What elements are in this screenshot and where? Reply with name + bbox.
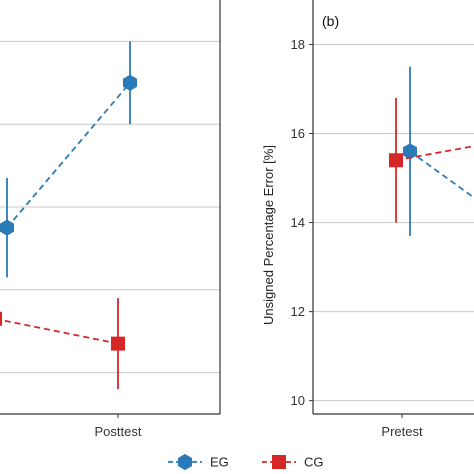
series-eg-point-1: [123, 74, 137, 91]
series-cg-line: [0, 318, 119, 345]
series-eg-point-0: [0, 219, 14, 236]
x-tick-label-pretest: Pretest: [381, 424, 423, 439]
series-eg-point-0: [403, 143, 417, 160]
series-cg-point-0: [389, 153, 403, 168]
y-tick-label-1: 12: [291, 304, 305, 319]
panel-a-x-ticks: Posttest: [95, 414, 142, 439]
panel-b-x-ticks: Pretest: [381, 414, 423, 439]
series-eg-line: [6, 82, 131, 229]
series-cg-point-1: [111, 336, 125, 351]
legend-cg-marker: [272, 455, 286, 469]
series-cg-line: [395, 145, 474, 162]
panel-b: 10 12 14 16 18 Pretest (b) Unsigned Percenta…: [261, 0, 474, 439]
legend-eg-marker: [178, 453, 192, 471]
legend-cg-label: CG: [304, 455, 324, 470]
y-tick-label-0: 10: [291, 393, 305, 408]
legend: EG CG: [168, 453, 324, 471]
panel-b-y-ticks: 10 12 14 16 18: [291, 37, 313, 408]
panel-b-label: (b): [322, 13, 339, 29]
panel-a-gridlines: [0, 40, 220, 374]
x-tick-label-posttest: Posttest: [95, 424, 142, 439]
legend-eg-label: EG: [210, 455, 229, 470]
y-tick-label-3: 16: [291, 126, 305, 141]
panel-a-series: [0, 41, 137, 390]
panel-b-gridlines: [313, 44, 474, 402]
panel-a: Posttest: [0, 0, 221, 439]
y-tick-label-2: 14: [291, 215, 305, 230]
panel-b-y-axis-title: Unsigned Percentage Error [%]: [261, 145, 276, 325]
series-cg-point-0: [0, 311, 2, 326]
series-eg-line: [409, 150, 474, 199]
y-tick-label-4: 18: [291, 37, 305, 52]
panel-b-series: [389, 66, 474, 236]
